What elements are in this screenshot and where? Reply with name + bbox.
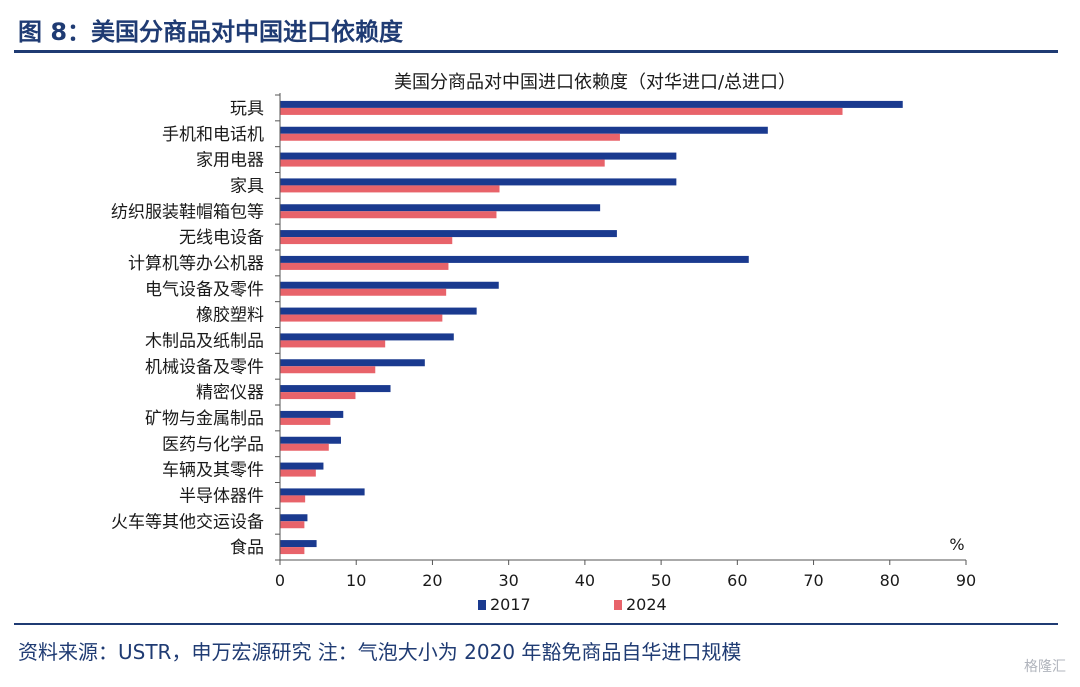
chart-title: 美国分商品对中国进口依赖度（对华进口/总进口） — [394, 72, 796, 93]
bar-2024-14 — [280, 469, 316, 477]
category-label: 计算机等办公机器 — [128, 254, 264, 274]
bar-2024-7 — [280, 288, 447, 296]
x-tick-label: 50 — [651, 571, 671, 590]
x-tick-label: 90 — [956, 571, 976, 590]
bar-2024-15 — [280, 495, 306, 503]
bar-2024-2 — [280, 159, 605, 167]
bar-2017-0 — [280, 100, 903, 108]
x-tick-label: 60 — [727, 571, 747, 590]
category-label: 橡胶塑料 — [196, 306, 264, 326]
bar-2017-1 — [280, 126, 768, 134]
legend-label-2024: 2024 — [626, 595, 667, 614]
bar-2024-9 — [280, 340, 386, 348]
category-label: 食品 — [230, 538, 264, 558]
bar-2024-0 — [280, 107, 843, 115]
bar-2017-13 — [280, 436, 341, 444]
bar-2017-2 — [280, 152, 677, 160]
bar-2017-3 — [280, 178, 677, 186]
bar-2017-4 — [280, 204, 601, 212]
category-label: 医药与化学品 — [162, 435, 264, 455]
category-label: 电气设备及零件 — [145, 280, 264, 300]
bar-2017-11 — [280, 385, 391, 393]
x-tick-label: 30 — [498, 571, 518, 590]
bar-chart: 美国分商品对中国进口依赖度（对华进口/总进口） % 玩具手机和电话机家用电器家具… — [111, 72, 976, 614]
category-labels: 玩具手机和电话机家用电器家具纺织服装鞋帽箱包等无线电设备计算机等办公机器电气设备… — [111, 99, 264, 558]
category-label: 无线电设备 — [179, 228, 264, 248]
bar-group — [280, 100, 903, 555]
x-tick-label: 10 — [346, 571, 366, 590]
bar-2024-13 — [280, 443, 329, 451]
bar-2017-6 — [280, 255, 749, 263]
bar-2017-9 — [280, 333, 454, 341]
bar-2017-14 — [280, 462, 324, 470]
category-label: 木制品及纸制品 — [145, 331, 264, 351]
footer-rule — [14, 623, 1058, 625]
bar-2017-8 — [280, 307, 477, 315]
category-label: 玩具 — [230, 99, 264, 119]
bar-2017-10 — [280, 359, 425, 367]
category-label: 矿物与金属制品 — [145, 409, 264, 429]
bar-2017-7 — [280, 281, 499, 289]
bar-2017-15 — [280, 488, 365, 496]
bar-2017-5 — [280, 230, 617, 238]
category-label: 家用电器 — [196, 151, 264, 171]
legend-swatch-2017 — [478, 600, 486, 610]
bar-2017-16 — [280, 514, 308, 522]
bar-2024-12 — [280, 417, 331, 425]
category-label: 机械设备及零件 — [145, 357, 264, 377]
category-label: 手机和电话机 — [162, 125, 264, 145]
legend: 2017 2024 — [478, 595, 667, 614]
unit-label: % — [949, 535, 964, 554]
bar-2024-8 — [280, 314, 443, 322]
x-tick-label: 80 — [880, 571, 900, 590]
category-label: 半导体器件 — [179, 486, 264, 506]
category-label: 精密仪器 — [196, 383, 264, 403]
watermark: 格隆汇 — [1024, 659, 1066, 675]
bar-2017-12 — [280, 410, 344, 418]
x-tick-label: 20 — [422, 571, 442, 590]
bar-2024-16 — [280, 521, 305, 529]
category-label: 火车等其他交运设备 — [111, 512, 264, 532]
category-label: 纺织服装鞋帽箱包等 — [111, 202, 264, 222]
legend-label-2017: 2017 — [490, 595, 531, 614]
legend-swatch-2024 — [614, 600, 622, 610]
bar-2024-11 — [280, 392, 356, 400]
bar-2024-3 — [280, 185, 500, 193]
title-rule — [14, 50, 1058, 53]
bar-2017-17 — [280, 540, 317, 548]
bar-2024-10 — [280, 366, 376, 374]
category-label: 家具 — [230, 176, 264, 196]
category-label: 车辆及其零件 — [162, 461, 264, 481]
bar-2024-5 — [280, 237, 453, 245]
x-tick-label: 0 — [275, 571, 285, 590]
bar-2024-6 — [280, 262, 449, 270]
x-tick-label: 70 — [803, 571, 823, 590]
source-note: 资料来源：USTR，申万宏源研究 注：气泡大小为 2020 年豁免商品自华进口规… — [18, 640, 742, 664]
figure-title: 图 8：美国分商品对中国进口依赖度 — [18, 18, 404, 46]
axes: 0 10 20 30 40 50 60 70 80 90 — [275, 93, 976, 590]
bar-2024-17 — [280, 547, 305, 555]
bar-2024-4 — [280, 211, 497, 219]
x-tick-label: 40 — [575, 571, 595, 590]
bar-2024-1 — [280, 133, 620, 141]
